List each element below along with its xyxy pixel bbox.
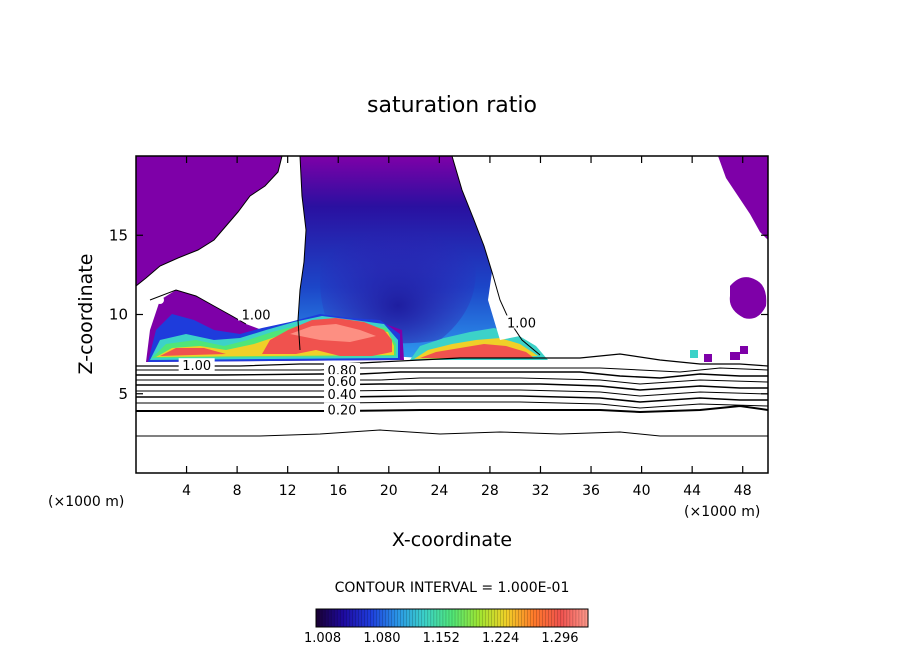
colorbar-bar: [315, 608, 589, 628]
contour-label: 1.00: [182, 359, 211, 374]
contour-label: 0.40: [328, 388, 357, 403]
x-tick-label: 8: [233, 483, 242, 499]
contour-label: 0.60: [328, 375, 357, 390]
contour-0-80: [136, 371, 768, 379]
feature-small-4: [740, 346, 748, 354]
contour-labels: 1.001.001.000.800.600.400.20: [178, 307, 540, 419]
contour-label-bg: [503, 315, 540, 329]
contour-0-70: [136, 377, 768, 385]
contour-0-30: [136, 401, 768, 409]
x-tick-label: 44: [683, 483, 701, 499]
y-tick-label: 10: [109, 306, 128, 324]
contour-label-bg: [324, 402, 361, 416]
saturation-field: [136, 156, 768, 362]
contour-plume-right: [451, 156, 541, 356]
region-upper-right: [718, 156, 768, 240]
colorbar-tick-label: 1.224: [482, 631, 519, 646]
x-tick-label: 16: [329, 483, 347, 499]
region-right-cloud: [729, 277, 767, 319]
contour-label-bg: [324, 362, 361, 376]
feature-small-3: [730, 352, 740, 360]
x-unit-label-left: (×1000 m): [48, 494, 124, 510]
contour-lines: [136, 156, 768, 437]
x-axis-label: X-coordinate: [392, 529, 512, 551]
contour-0-40: [136, 395, 768, 403]
y-axis-label: Z-coordinate: [75, 254, 97, 375]
region-upper-left: [136, 156, 282, 286]
dry-gap-right: [488, 272, 520, 340]
chart-title: saturation ratio: [367, 93, 537, 118]
contour-0-60: [136, 383, 768, 391]
contour-0-90: [136, 367, 768, 373]
x-tick-label: 4: [182, 483, 191, 499]
colorbar-tick-label: 1.080: [363, 631, 400, 646]
speck-3: [227, 285, 233, 291]
colorbar-stripes: [318, 609, 586, 627]
colorbar: 1.008 1.080 1.152 1.224 1.296: [304, 608, 589, 646]
x-unit-label-right: (×1000 m): [684, 504, 760, 520]
contour-cloud-top: [149, 289, 247, 325]
contour-label-bg: [238, 307, 275, 321]
colorbar-tick-label: 1.008: [304, 631, 341, 646]
contour-label: 0.20: [328, 404, 357, 419]
plot-area: 1.001.001.000.800.600.400.20 4 8 12 16 20 24 2…: [109, 155, 769, 499]
colorbar-labels: 1.008 1.080 1.152 1.224 1.296: [304, 631, 579, 646]
y-tick-label: 15: [109, 226, 128, 244]
feature-small-2: [704, 354, 712, 362]
contour-0-20: [136, 404, 768, 414]
x-tick-label: 20: [380, 483, 398, 499]
contour-upper-left-boundary: [136, 156, 283, 287]
contour-interval: CONTOUR INTERVAL = 1.000E-01: [335, 580, 570, 596]
contour-0-50: [136, 389, 768, 397]
colorbar-tick-label: 1.152: [423, 631, 460, 646]
x-tick-label: 40: [633, 483, 651, 499]
y-tick-label: 5: [118, 385, 128, 403]
contour-0-10: [136, 429, 768, 437]
cloud-core-mid-light: [290, 324, 376, 342]
colorbar-tick-label: 1.296: [541, 631, 578, 646]
contour-1-00: [136, 353, 768, 367]
speck-1: [156, 296, 164, 304]
x-tick-label: 32: [532, 483, 550, 499]
contour-plume-left: [297, 156, 307, 351]
x-tick-label: 36: [582, 483, 600, 499]
y-axis: 5 10 15: [109, 226, 768, 403]
contour-label-bg: [178, 358, 215, 372]
region-central-core: [320, 217, 476, 344]
contour-label: 1.00: [507, 316, 536, 331]
cloud-core-right: [420, 344, 534, 358]
feature-small-1: [690, 350, 698, 358]
contour-label-bg: [324, 386, 361, 400]
cloud-core-left: [160, 348, 226, 356]
x-tick-label: 48: [734, 483, 752, 499]
x-axis: 4 8 12 16 20 24 28 32 36 40 44 48: [182, 156, 752, 499]
x-tick-label: 12: [279, 483, 297, 499]
contour-label: 1.00: [242, 309, 271, 324]
x-tick-label: 24: [430, 483, 448, 499]
speck-2: [197, 289, 203, 295]
contour-label-bg: [324, 374, 361, 388]
x-tick-label: 28: [481, 483, 499, 499]
